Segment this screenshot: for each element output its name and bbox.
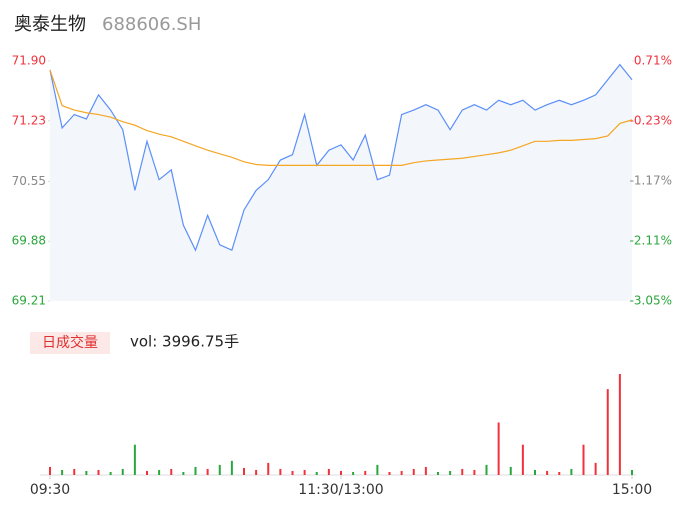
y2-tick-label: -2.11%	[630, 234, 672, 248]
volume-bar	[570, 468, 573, 475]
volume-bar	[230, 460, 233, 475]
price-area	[50, 64, 632, 301]
volume-bar	[97, 469, 100, 475]
volume-bar	[437, 471, 439, 475]
volume-bar	[485, 464, 488, 475]
volume-bar	[521, 444, 524, 475]
volume-bar	[146, 470, 148, 475]
x-tick-label: 15:00	[612, 482, 652, 498]
y-tick-label: 70.55	[12, 174, 46, 188]
volume-bar	[534, 469, 536, 475]
volume-bar	[279, 468, 282, 475]
price-line	[49, 69, 633, 166]
x-tick-label: 09:30	[30, 482, 70, 498]
volume-bar	[267, 462, 270, 475]
volume-label-bg	[30, 332, 110, 354]
volume-bar	[218, 464, 221, 475]
volume-bar	[497, 422, 500, 475]
y-tick-label: 71.90	[12, 54, 46, 68]
volume-bar	[606, 389, 609, 475]
volume-bar	[121, 468, 124, 475]
y2-tick-label: -0.23%	[630, 114, 672, 128]
chart-subtitle: 688606.SH	[102, 14, 201, 35]
volume-bar	[582, 444, 585, 475]
y-tick-label: 69.88	[12, 234, 46, 248]
volume-bar	[473, 469, 476, 475]
volume-bar	[291, 470, 294, 475]
volume-bar	[303, 469, 306, 475]
y-tick-label: 71.23	[12, 113, 46, 127]
volume-bar	[158, 469, 161, 475]
volume-bar	[400, 470, 403, 475]
volume-bar	[255, 469, 258, 475]
volume-bar	[388, 471, 391, 475]
volume-bar	[170, 468, 173, 475]
volume-bar	[364, 470, 367, 475]
volume-bar	[49, 466, 51, 475]
volume-bar	[376, 464, 379, 475]
volume-bar	[182, 471, 185, 475]
volume-bar	[449, 470, 452, 475]
volume-bar	[61, 469, 64, 475]
volume-bar	[352, 471, 355, 475]
volume-bar	[546, 470, 549, 475]
volume-bar	[461, 468, 464, 475]
volume-bar	[618, 374, 621, 475]
volume-label: 日成交量	[42, 334, 98, 351]
volume-bar	[73, 468, 76, 475]
volume-text: vol: 3996.75手	[130, 333, 239, 351]
volume-bar	[133, 444, 136, 475]
volume-bar	[631, 469, 633, 475]
volume-bar	[558, 471, 561, 475]
volume-bar	[85, 470, 88, 475]
volume-bar	[594, 462, 597, 475]
volume-bar	[315, 471, 318, 475]
x-tick-label: 11:30/13:00	[298, 482, 383, 498]
volume-bar	[412, 468, 415, 475]
price-line	[49, 63, 633, 252]
chart-title: 奥泰生物	[14, 14, 86, 35]
volume-bar	[243, 467, 245, 475]
volume-bar	[327, 468, 330, 475]
y-tick-label: 69.21	[12, 294, 46, 308]
volume-bar	[206, 468, 209, 475]
volume-bar	[340, 470, 342, 475]
volume-bar	[424, 466, 427, 475]
volume-bar	[509, 466, 512, 475]
y2-tick-label: -3.05%	[630, 294, 672, 308]
y2-tick-label: 0.71%	[634, 54, 672, 68]
volume-bar	[194, 466, 197, 475]
volume-bar	[109, 471, 112, 475]
y2-tick-label: -1.17%	[630, 174, 672, 188]
